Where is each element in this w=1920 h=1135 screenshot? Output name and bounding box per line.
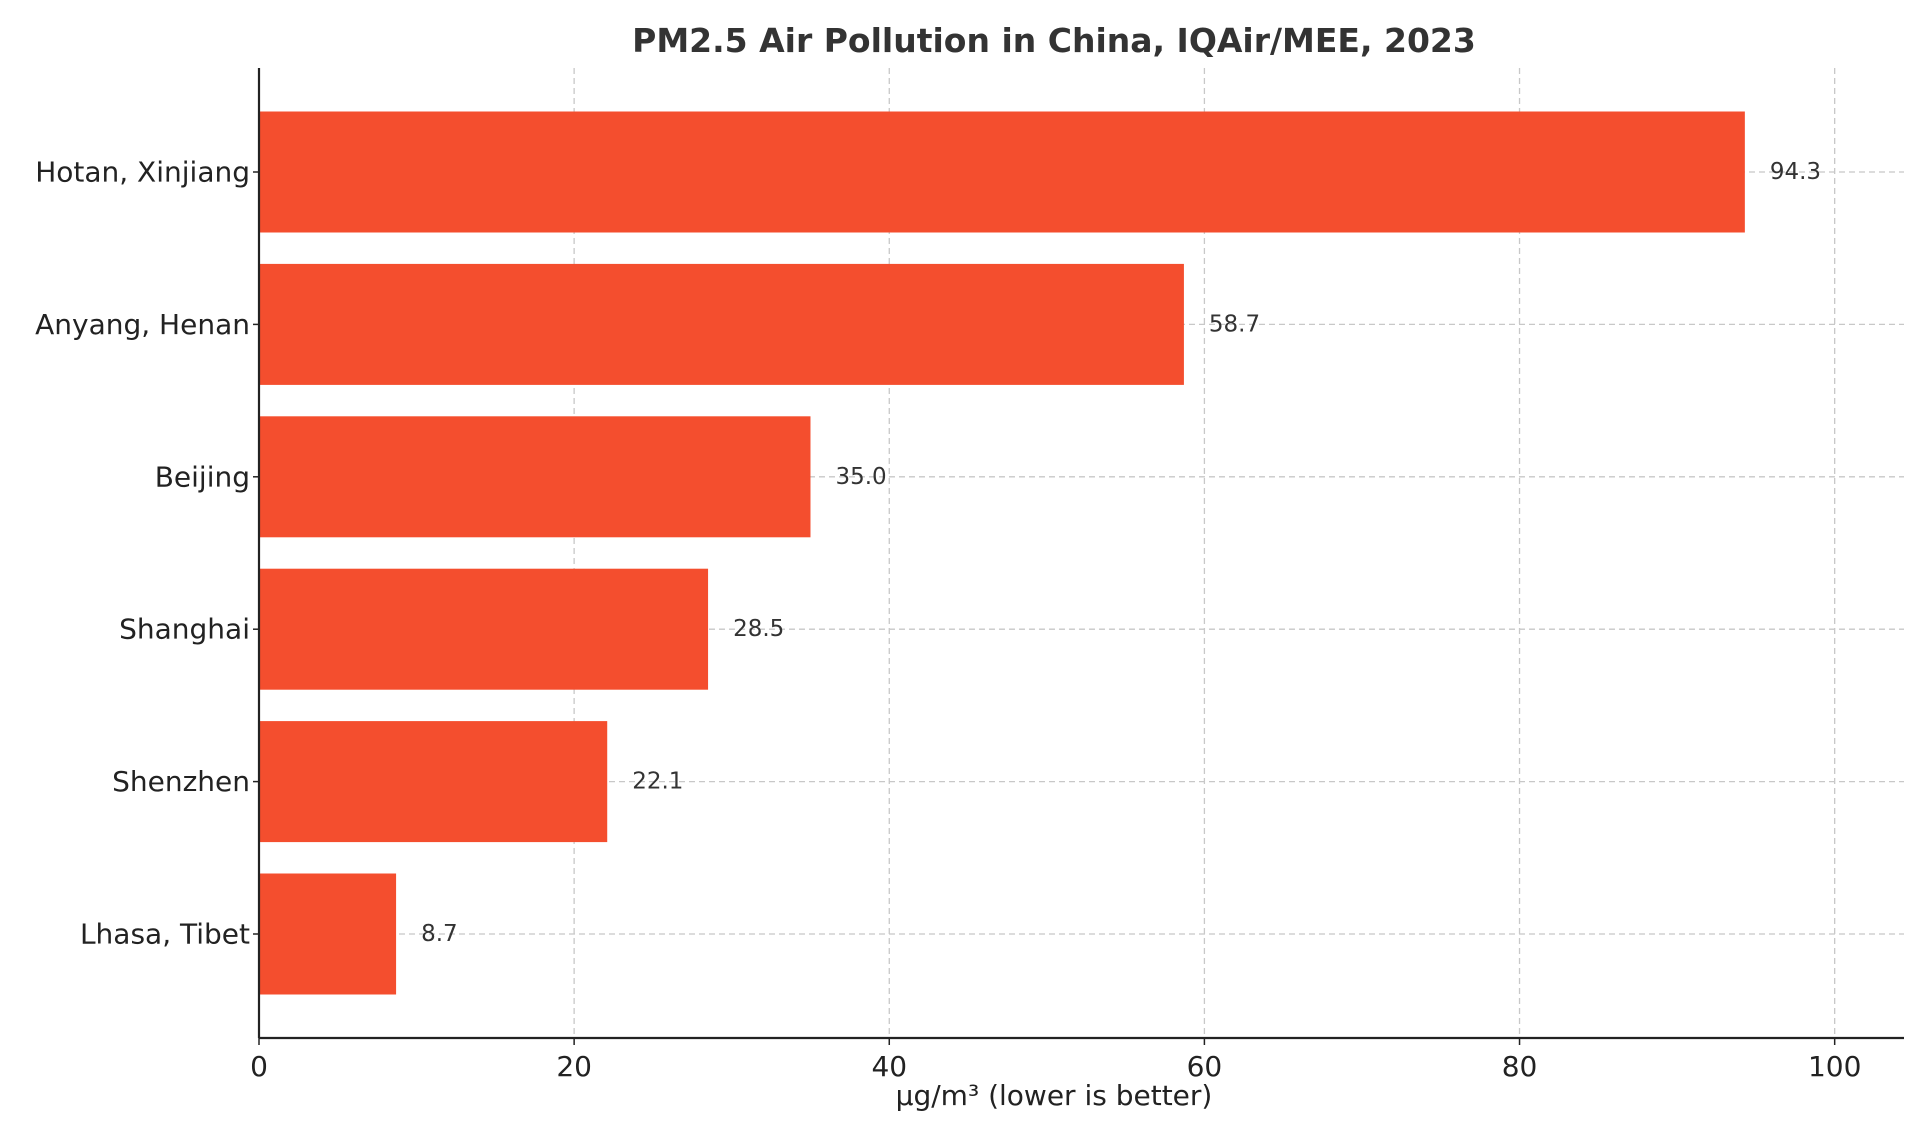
value-label-1: 58.7 [1209,311,1260,337]
value-label-0: 94.3 [1770,159,1821,185]
x-tick-label-40: 40 [871,1050,907,1083]
bars [259,111,1745,995]
bar-0 [259,111,1745,233]
category-label-1: Anyang, Henan [35,308,250,341]
category-label-4: Shenzhen [112,765,250,798]
x-tick-label-80: 80 [1502,1050,1538,1083]
x-tick-label-60: 60 [1187,1050,1223,1083]
category-label-3: Shanghai [119,613,250,646]
bar-1 [259,263,1184,385]
bar-5 [259,873,397,995]
value-label-4: 22.1 [632,769,683,795]
x-axis-label: µg/m³ (lower is better) [896,1079,1213,1112]
category-labels: Hotan, Xinjiang Anyang, Henan Beijing Shang… [35,156,250,951]
bar-3 [259,568,709,690]
x-tick-label-0: 0 [250,1050,268,1083]
value-label-3: 28.5 [733,616,784,642]
value-label-2: 35.0 [835,464,886,490]
bar-4 [259,721,608,843]
category-label-5: Lhasa, Tibet [80,918,250,951]
x-tick-label-100: 100 [1808,1050,1861,1083]
x-axis-ticks: 0 20 40 60 80 100 [250,171,1861,1083]
chart-title: PM2.5 Air Pollution in China, IQAir/MEE,… [632,21,1476,60]
category-label-2: Beijing [155,460,250,493]
value-labels: 94.3 58.7 35.0 28.5 22.1 8.7 [421,159,1821,947]
bar-2 [259,416,811,538]
category-label-0: Hotan, Xinjiang [35,156,250,189]
x-tick-label-20: 20 [556,1050,592,1083]
value-label-5: 8.7 [421,921,458,947]
